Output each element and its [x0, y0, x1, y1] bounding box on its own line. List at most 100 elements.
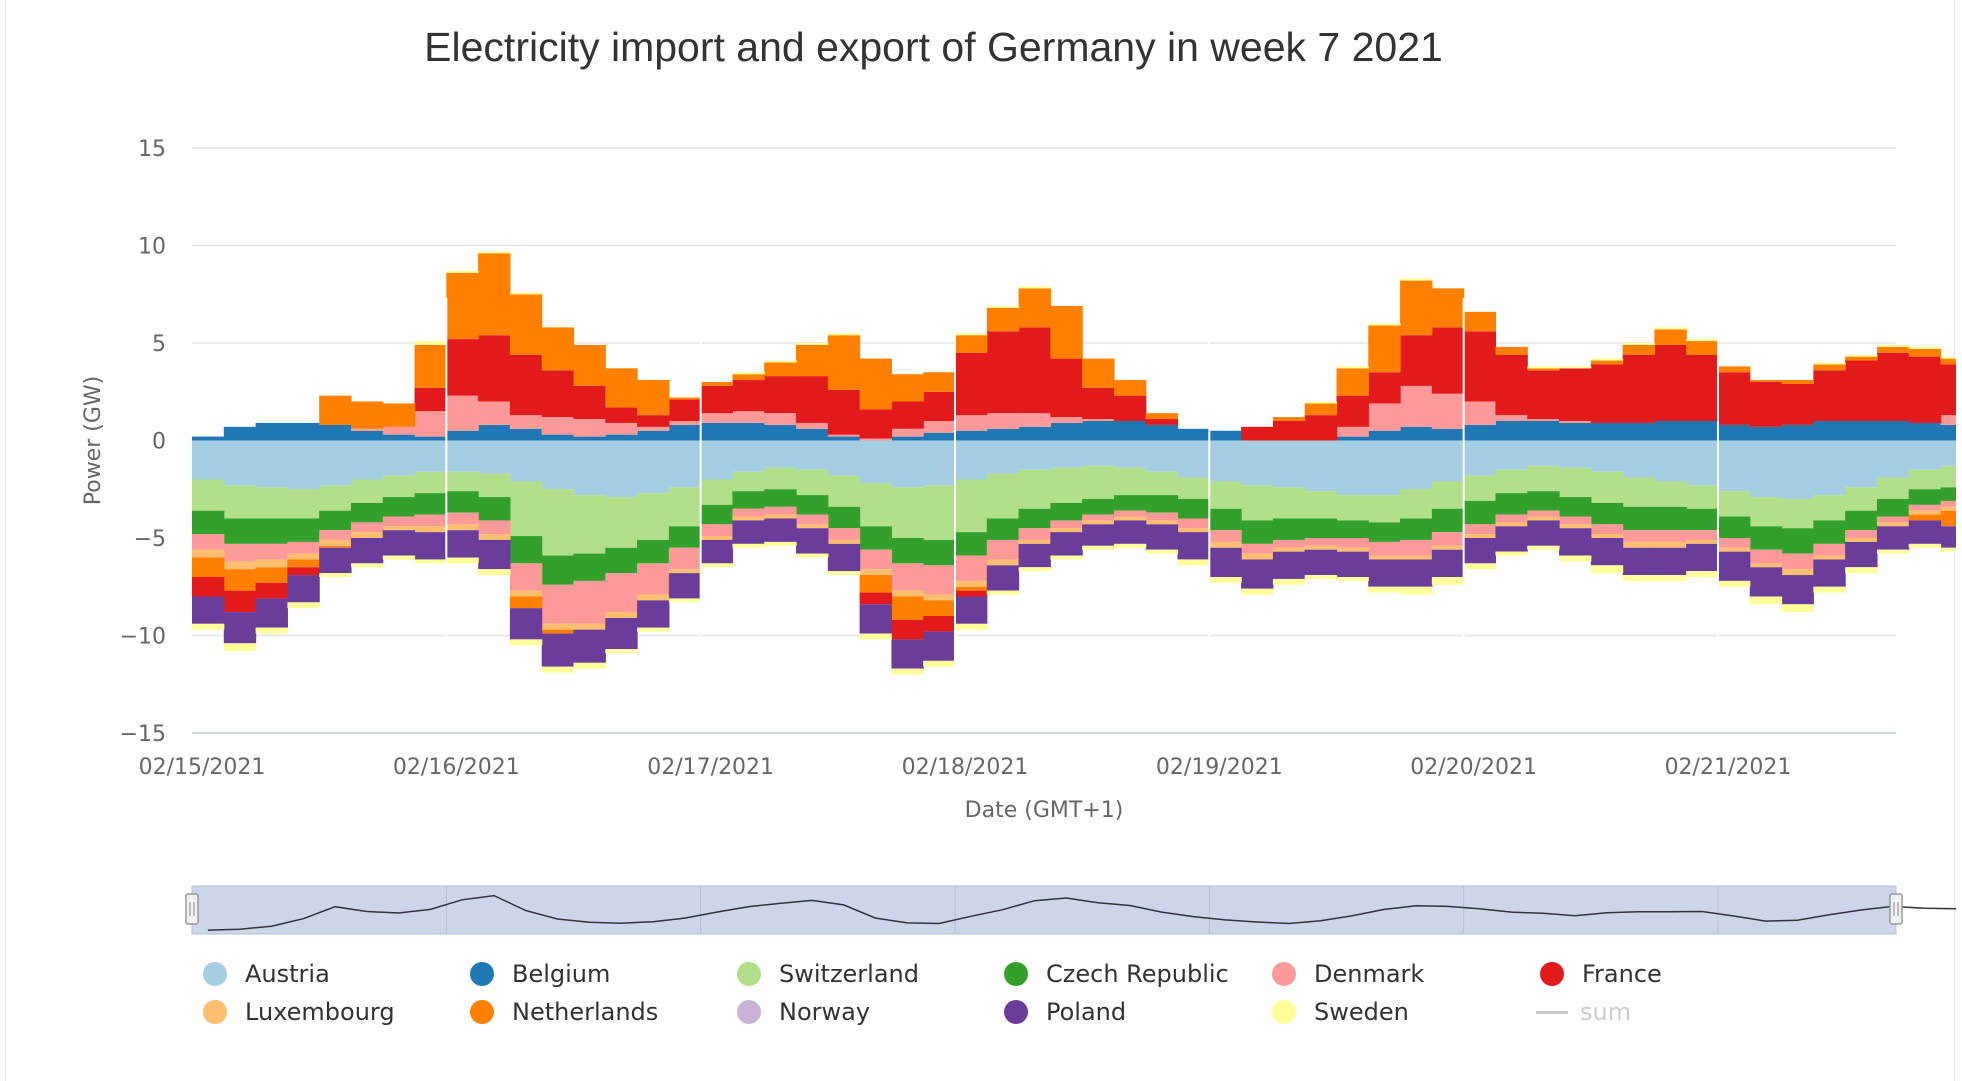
area-segment-sweden — [1050, 555, 1083, 560]
area-segment-france — [1400, 335, 1433, 386]
area-segment-austria — [1082, 440, 1115, 466]
area-segment-luxembourg — [382, 526, 416, 531]
area-segment-austria — [1400, 440, 1433, 490]
area-segment-denmark — [1940, 415, 1956, 425]
area-segment-denmark — [1813, 543, 1846, 556]
area-segment-france — [1304, 415, 1338, 441]
area-segment-belgium — [1336, 436, 1369, 441]
legend-swatch — [1004, 1000, 1028, 1024]
area-segment-belgium — [287, 422, 320, 441]
chart-container: Electricity import and export of Germany… — [5, 0, 1956, 1081]
area-segment-france — [1431, 327, 1465, 394]
legend-label: France — [1582, 960, 1662, 988]
y-tick-label: 15 — [138, 137, 166, 162]
area-segment-czech-republic — [1145, 495, 1179, 513]
area-segment-poland — [732, 520, 765, 544]
legend-item-switzerland[interactable]: Switzerland — [737, 960, 919, 988]
legend-item-france[interactable]: France — [1540, 960, 1662, 988]
area-segment-denmark — [637, 563, 670, 595]
area-segment-netherlands — [1145, 413, 1179, 420]
area-segment-denmark — [414, 411, 447, 437]
area-segment-denmark — [827, 528, 861, 540]
area-segment-denmark — [1336, 538, 1369, 548]
area-segment-sweden — [1813, 362, 1846, 365]
area-segment-denmark — [1845, 530, 1878, 538]
area-segment-france — [1018, 327, 1051, 414]
series-luxembourg — [192, 506, 1956, 630]
area-segment-sweden — [637, 627, 670, 632]
area-segment-denmark — [573, 580, 606, 624]
series-czech-republic — [192, 487, 1956, 585]
area-segment-france — [700, 385, 734, 414]
navigator-window — [191, 885, 1897, 935]
navigator-handle-right[interactable] — [1889, 893, 1903, 925]
area-segment-poland — [1590, 538, 1624, 566]
legend-item-poland[interactable]: Poland — [1004, 998, 1126, 1026]
area-segment-belgium — [573, 436, 606, 441]
area-segment-netherlands — [891, 374, 924, 402]
area-segment-sweden — [1463, 563, 1497, 570]
legend-swatch — [470, 1000, 494, 1024]
area-segment-denmark — [1272, 539, 1306, 548]
x-tick-label: 02/16/2021 — [393, 755, 520, 780]
area-segment-luxembourg — [223, 561, 257, 570]
area-segment-denmark — [923, 565, 956, 595]
chart-title: Electricity import and export of Germany… — [424, 24, 1443, 70]
area-segment-netherlands — [1908, 348, 1942, 357]
area-segment-denmark — [954, 415, 988, 431]
area-segment-netherlands — [223, 569, 257, 591]
area-segment-switzerland — [1463, 475, 1497, 501]
area-segment-switzerland — [1050, 467, 1083, 503]
area-segment-netherlands — [350, 401, 384, 429]
area-segment-austria — [1686, 440, 1719, 486]
area-segment-czech-republic — [350, 502, 384, 523]
legend-item-sum[interactable]: sum — [1536, 998, 1631, 1026]
area-segment-france — [1654, 344, 1687, 421]
area-segment-france — [446, 339, 479, 396]
area-segment-sweden — [1018, 567, 1051, 572]
area-segment-belgium — [446, 430, 479, 441]
area-segment-belgium — [1590, 422, 1624, 441]
legend-item-luxembourg[interactable]: Luxembourg — [203, 998, 395, 1026]
legend-swatch — [737, 1000, 761, 1024]
area-segment-netherlands — [605, 368, 638, 408]
area-segment-sweden — [1559, 555, 1592, 562]
series-netherlands — [319, 253, 1956, 429]
area-segment-sweden — [1749, 596, 1783, 605]
area-segment-netherlands — [859, 358, 893, 410]
legend-item-norway[interactable]: Norway — [737, 998, 870, 1026]
area-segment-france — [1908, 356, 1942, 423]
area-segment-switzerland — [1336, 495, 1369, 521]
area-segment-luxembourg — [350, 532, 384, 538]
area-segment-luxembourg — [732, 516, 765, 521]
area-segment-czech-republic — [796, 495, 829, 515]
area-segment-sweden — [1400, 278, 1433, 281]
area-segment-poland — [1272, 551, 1306, 579]
legend-item-netherlands[interactable]: Netherlands — [470, 998, 658, 1026]
area-segment-luxembourg — [1845, 538, 1878, 542]
area-segment-czech-republic — [891, 538, 924, 564]
area-segment-denmark — [1400, 539, 1433, 556]
legend-item-sweden[interactable]: Sweden — [1272, 998, 1409, 1026]
area-segment-sweden — [1622, 343, 1655, 345]
legend-item-czech-republic[interactable]: Czech Republic — [1004, 960, 1229, 988]
area-segment-sweden — [1113, 543, 1147, 548]
navigator-handle-left[interactable] — [185, 893, 199, 925]
y-tick-label: −10 — [120, 625, 166, 650]
series-poland — [192, 518, 1956, 669]
area-segment-sweden — [954, 623, 988, 630]
area-segment-sweden — [1622, 575, 1655, 581]
legend-item-belgium[interactable]: Belgium — [470, 960, 610, 988]
area-segment-austria — [1368, 440, 1401, 496]
area-segment-belgium — [668, 424, 702, 441]
area-segment-netherlands — [891, 596, 924, 620]
area-segment-czech-republic — [605, 547, 638, 574]
area-segment-sweden — [1527, 366, 1560, 369]
area-segment-netherlands — [1336, 368, 1369, 396]
area-segment-switzerland — [1686, 485, 1719, 509]
area-segment-austria — [764, 440, 797, 468]
area-segment-belgium — [1876, 421, 1910, 441]
legend-item-denmark[interactable]: Denmark — [1272, 960, 1424, 988]
area-segment-denmark — [668, 421, 702, 425]
legend-item-austria[interactable]: Austria — [203, 960, 330, 988]
